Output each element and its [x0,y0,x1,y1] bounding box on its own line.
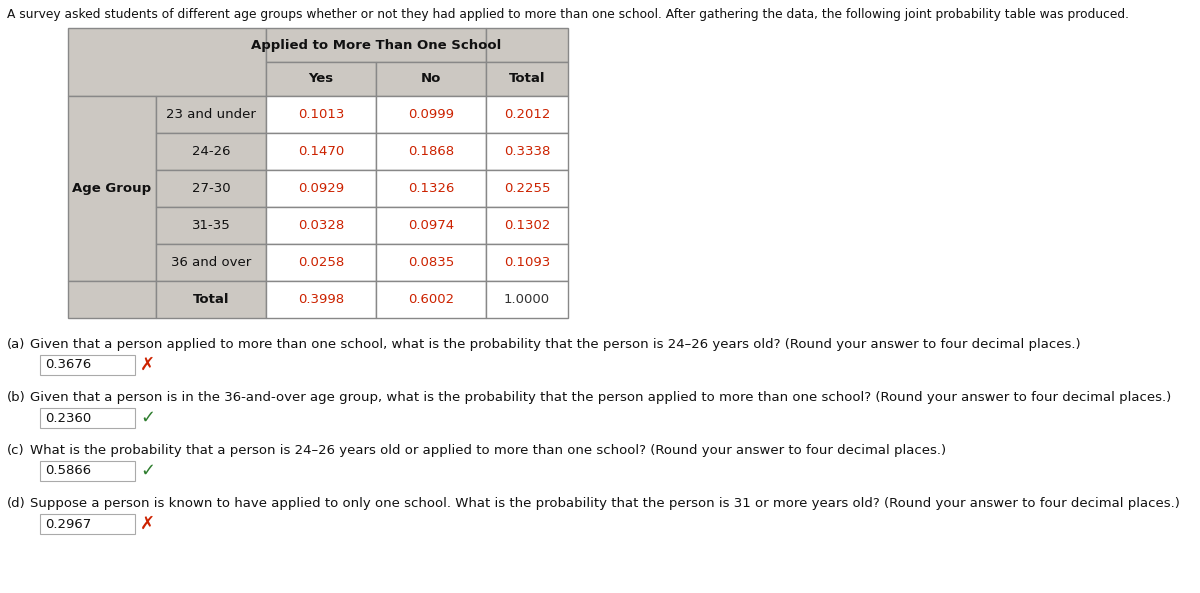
Text: 31-35: 31-35 [192,219,230,232]
Text: Total: Total [193,293,229,306]
Bar [266,170,376,207]
Bar [486,62,568,96]
Text: 27-30: 27-30 [192,182,230,195]
Text: 0.0974: 0.0974 [408,219,454,232]
Bar [156,96,266,133]
Text: Yes: Yes [308,72,334,85]
Text: ✓: ✓ [140,462,155,480]
Text: 0.2360: 0.2360 [46,412,91,425]
Bar [486,133,568,170]
Bar [376,207,486,244]
Bar [266,96,376,133]
Bar [486,281,568,318]
Bar [156,133,266,170]
Text: (a): (a) [7,338,25,351]
Text: ✓: ✓ [140,409,155,427]
Text: 36 and over: 36 and over [170,256,251,269]
Text: 0.0258: 0.0258 [298,256,344,269]
Bar [266,281,376,318]
Text: 0.3676: 0.3676 [46,359,91,371]
Text: A survey asked students of different age groups whether or not they had applied : A survey asked students of different age… [7,8,1129,21]
Text: 0.6002: 0.6002 [408,293,454,306]
Bar [68,96,156,281]
Bar [266,207,376,244]
Text: 0.0835: 0.0835 [408,256,454,269]
Text: 24-26: 24-26 [192,145,230,158]
Text: 0.2255: 0.2255 [504,182,551,195]
Text: 0.1868: 0.1868 [408,145,454,158]
Bar [40,355,134,375]
Bar [40,514,134,534]
Bar [376,281,486,318]
Bar [266,244,376,281]
Bar [156,244,266,281]
Bar [486,96,568,133]
Text: (c): (c) [7,444,25,457]
Bar [156,281,266,318]
Text: 0.3338: 0.3338 [504,145,550,158]
Text: ✗: ✗ [140,515,155,533]
Bar [40,461,134,481]
Text: 0.1013: 0.1013 [298,108,344,121]
Bar [40,408,134,428]
Text: 0.0929: 0.0929 [298,182,344,195]
Text: What is the probability that a person is 24–26 years old or applied to more than: What is the probability that a person is… [30,444,946,457]
Text: ✗: ✗ [140,356,155,374]
Bar [266,62,376,96]
Text: Suppose a person is known to have applied to only one school. What is the probab: Suppose a person is known to have applie… [30,497,1180,510]
Bar [376,170,486,207]
Bar [486,207,568,244]
Text: 1.0000: 1.0000 [504,293,550,306]
Text: 0.2012: 0.2012 [504,108,550,121]
Text: Given that a person applied to more than one school, what is the probability tha: Given that a person applied to more than… [30,338,1081,351]
Text: 0.5866: 0.5866 [46,464,91,477]
Bar [376,133,486,170]
Bar [486,170,568,207]
Bar [156,170,266,207]
Bar [376,96,486,133]
Text: 23 and under: 23 and under [166,108,256,121]
Text: 0.1326: 0.1326 [408,182,454,195]
Bar [266,28,486,62]
Text: Applied to More Than One School: Applied to More Than One School [251,39,502,52]
Text: 0.2967: 0.2967 [46,518,91,531]
Text: Given that a person is in the 36-and-over age group, what is the probability tha: Given that a person is in the 36-and-ove… [30,391,1171,404]
Bar [376,62,486,96]
Text: Age Group: Age Group [72,182,151,195]
Text: 0.3998: 0.3998 [298,293,344,306]
Bar [486,244,568,281]
Bar [486,28,568,62]
Bar [68,28,266,96]
Text: 0.0328: 0.0328 [298,219,344,232]
Text: 0.0999: 0.0999 [408,108,454,121]
Text: 0.1470: 0.1470 [298,145,344,158]
Text: (b): (b) [7,391,25,404]
Text: No: No [421,72,442,85]
Bar [266,133,376,170]
Text: 0.1093: 0.1093 [504,256,550,269]
Bar [156,207,266,244]
Text: Total: Total [509,72,545,85]
Bar [376,244,486,281]
Text: 0.1302: 0.1302 [504,219,550,232]
Text: (d): (d) [7,497,25,510]
Bar [68,281,156,318]
